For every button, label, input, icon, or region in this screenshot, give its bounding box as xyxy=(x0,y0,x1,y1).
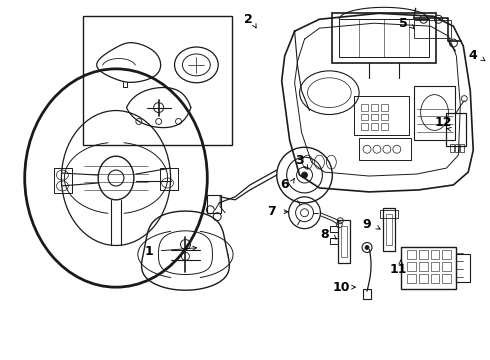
Bar xyxy=(381,123,388,130)
Bar xyxy=(361,123,368,130)
Text: 4: 4 xyxy=(469,49,478,63)
Polygon shape xyxy=(282,13,473,192)
Text: 6: 6 xyxy=(280,179,289,192)
Bar xyxy=(380,210,398,218)
Bar xyxy=(54,168,73,193)
Bar xyxy=(332,13,436,63)
Text: 7: 7 xyxy=(268,205,276,218)
Bar xyxy=(371,113,378,121)
Bar xyxy=(371,104,378,111)
Bar xyxy=(460,144,465,152)
Bar xyxy=(207,195,221,213)
Text: 2: 2 xyxy=(244,13,252,26)
Bar xyxy=(442,262,451,271)
Bar xyxy=(383,208,395,251)
Bar xyxy=(414,86,455,140)
Bar xyxy=(446,113,466,146)
Bar xyxy=(418,251,428,260)
Bar xyxy=(407,262,416,271)
Bar xyxy=(456,255,470,282)
Bar xyxy=(359,138,411,160)
Bar xyxy=(418,274,428,283)
Bar xyxy=(361,104,368,111)
Bar xyxy=(450,144,454,152)
Text: 3: 3 xyxy=(295,154,304,167)
Bar xyxy=(371,123,378,130)
Bar xyxy=(160,168,177,190)
Bar xyxy=(414,20,451,38)
Bar xyxy=(381,104,388,111)
Bar xyxy=(341,226,347,257)
Bar xyxy=(401,247,456,289)
Bar xyxy=(354,96,409,135)
Circle shape xyxy=(365,246,369,249)
Text: 1: 1 xyxy=(145,245,153,258)
Bar xyxy=(407,274,416,283)
Text: 12: 12 xyxy=(435,116,452,129)
Bar xyxy=(431,274,440,283)
Bar xyxy=(381,113,388,121)
Text: 5: 5 xyxy=(399,17,408,30)
Bar xyxy=(431,251,440,260)
Bar xyxy=(83,16,232,145)
Bar xyxy=(338,220,350,264)
Bar xyxy=(442,251,451,260)
Bar xyxy=(407,251,416,260)
Circle shape xyxy=(301,172,308,178)
Bar xyxy=(418,262,428,271)
Bar xyxy=(386,214,392,246)
Text: 11: 11 xyxy=(390,263,408,276)
Bar xyxy=(455,144,459,152)
Text: 8: 8 xyxy=(320,228,329,241)
Bar xyxy=(363,289,371,299)
Text: 10: 10 xyxy=(333,281,350,294)
Bar xyxy=(431,262,440,271)
Bar xyxy=(83,16,232,145)
Bar xyxy=(339,19,429,57)
Bar xyxy=(361,113,368,121)
Bar xyxy=(442,274,451,283)
Text: 9: 9 xyxy=(363,218,371,231)
